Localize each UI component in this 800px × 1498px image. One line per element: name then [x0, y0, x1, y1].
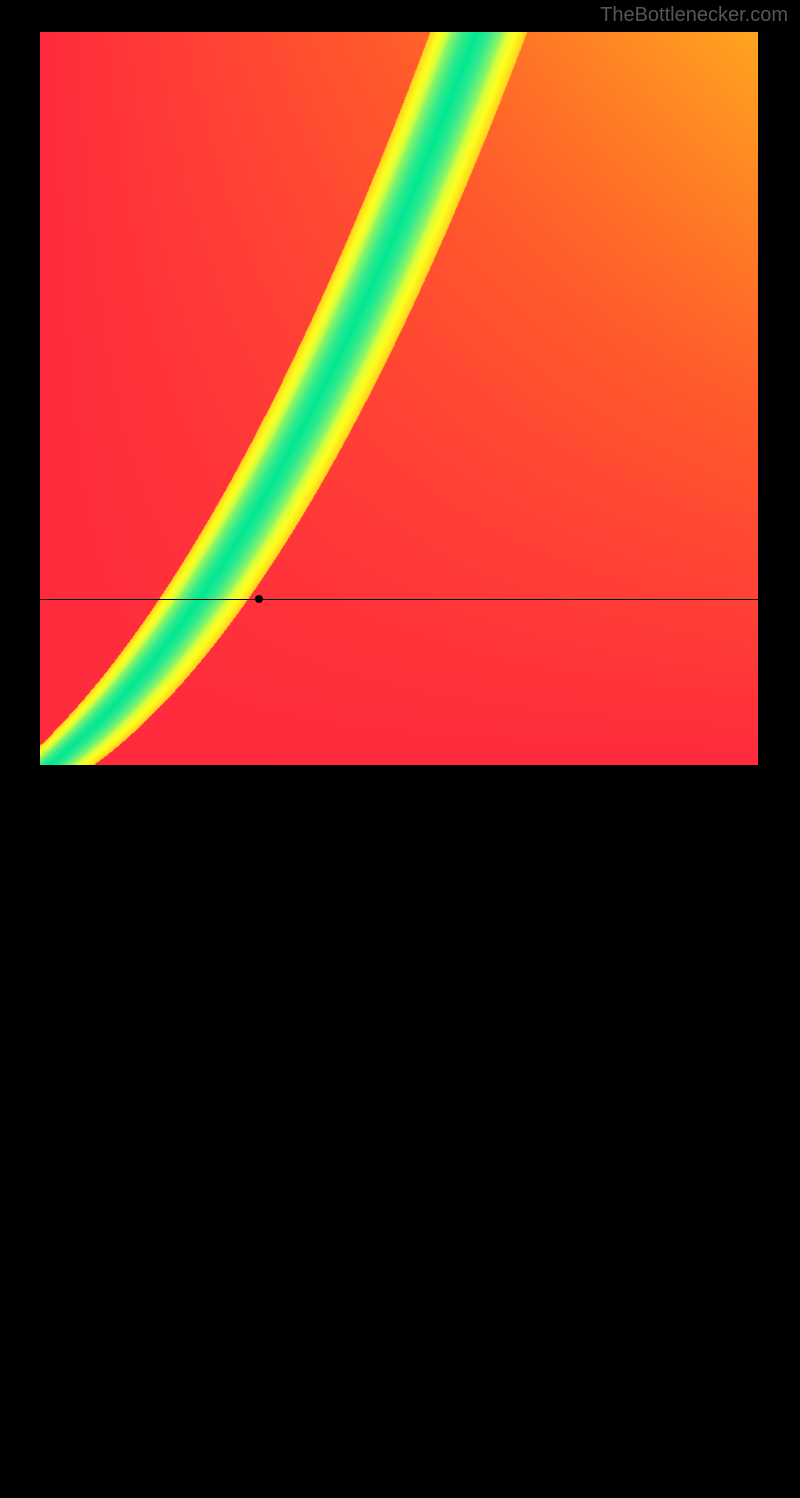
heatmap-plot-area [40, 32, 758, 765]
watermark-text: TheBottlenecker.com [600, 4, 788, 27]
crosshair-vertical [259, 765, 260, 1498]
heatmap-canvas [40, 32, 758, 765]
crosshair-horizontal [40, 599, 758, 600]
crosshair-marker-dot [255, 595, 263, 603]
